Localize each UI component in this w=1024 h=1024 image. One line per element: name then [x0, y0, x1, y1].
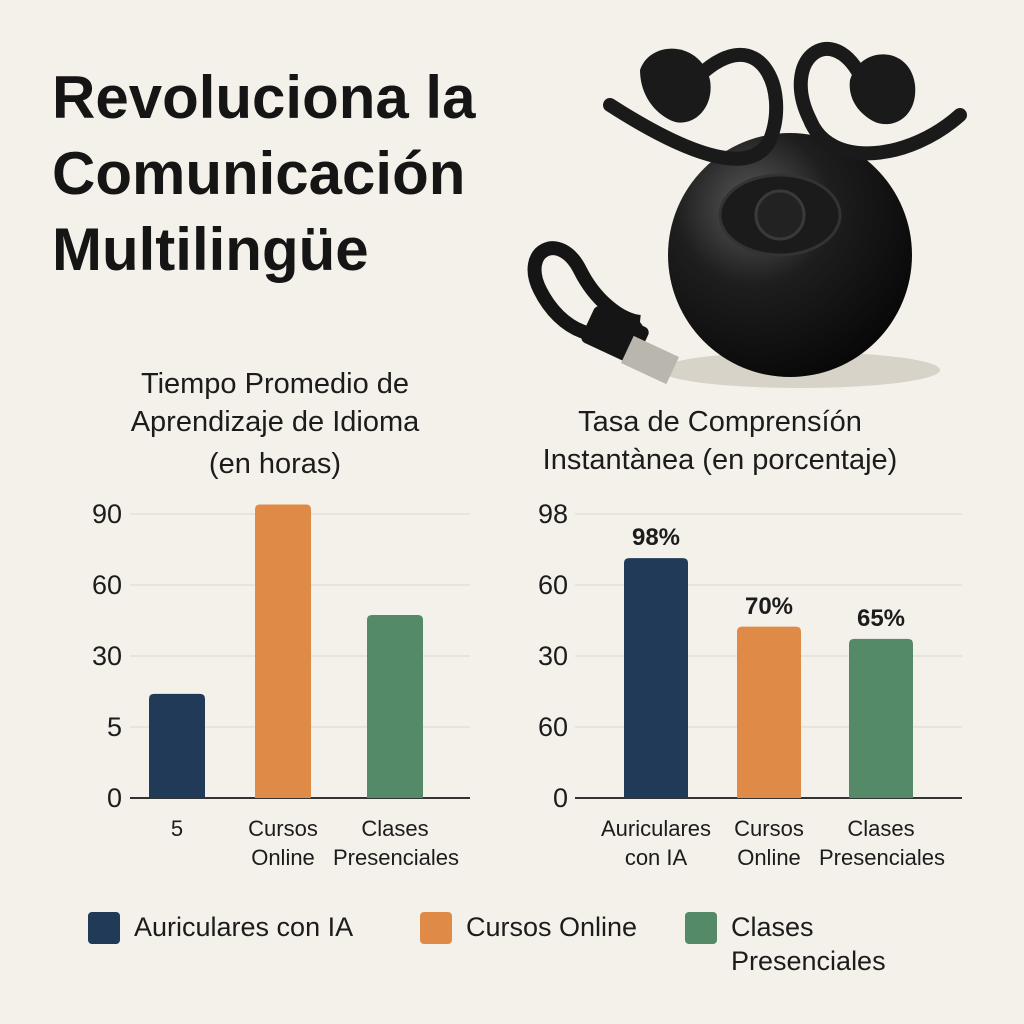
y-tick-label: 60: [91, 570, 122, 600]
legend-label: Auriculares con IA: [134, 912, 354, 942]
y-tick-label: 5: [106, 712, 122, 742]
legend-label: Clases Presenciales: [731, 912, 886, 976]
bar: [149, 693, 205, 798]
y-tick-label: 30: [91, 641, 122, 671]
legend-label: Cursos Online: [466, 912, 638, 942]
y-tick-label: 0: [552, 783, 568, 813]
x-tick-label: Auriculares con IA: [600, 816, 712, 870]
bar: [849, 638, 913, 798]
bar: [255, 504, 311, 798]
y-tick-label: 0: [106, 783, 122, 813]
y-tick-label: 60: [537, 570, 568, 600]
y-tick-label: 90: [91, 499, 122, 529]
value-label: 65%: [856, 604, 906, 632]
legend-swatch: [685, 912, 717, 944]
chart-subtitle: (en horas): [208, 448, 342, 480]
y-tick-label: 30: [537, 641, 568, 671]
value-label: 98%: [631, 524, 681, 552]
bar: [367, 614, 423, 798]
bar: [624, 558, 688, 798]
product-image: [527, 42, 967, 388]
chart-title: Tasa de Comprensíón Instantànea (en porc…: [542, 406, 898, 476]
bar: [737, 626, 801, 798]
x-tick-label: Cursos Online: [248, 816, 318, 870]
y-tick-label: 98: [537, 499, 568, 529]
page-title: Revoluciona la Comunicación Multilingüe: [52, 64, 476, 283]
legend-swatch: [88, 912, 120, 944]
y-tick-label: 60: [537, 712, 568, 742]
legend-swatch: [420, 912, 452, 944]
chart-title: Tiempo Promedio de Aprendizaje de Idioma: [130, 368, 420, 438]
x-tick-label: Clases Presenciales: [333, 816, 459, 870]
value-label: 70%: [744, 592, 794, 620]
x-tick-label: Clases Presenciales: [819, 816, 945, 870]
x-tick-label: Cursos Online: [734, 816, 804, 870]
x-tick-label: 5: [170, 816, 184, 841]
